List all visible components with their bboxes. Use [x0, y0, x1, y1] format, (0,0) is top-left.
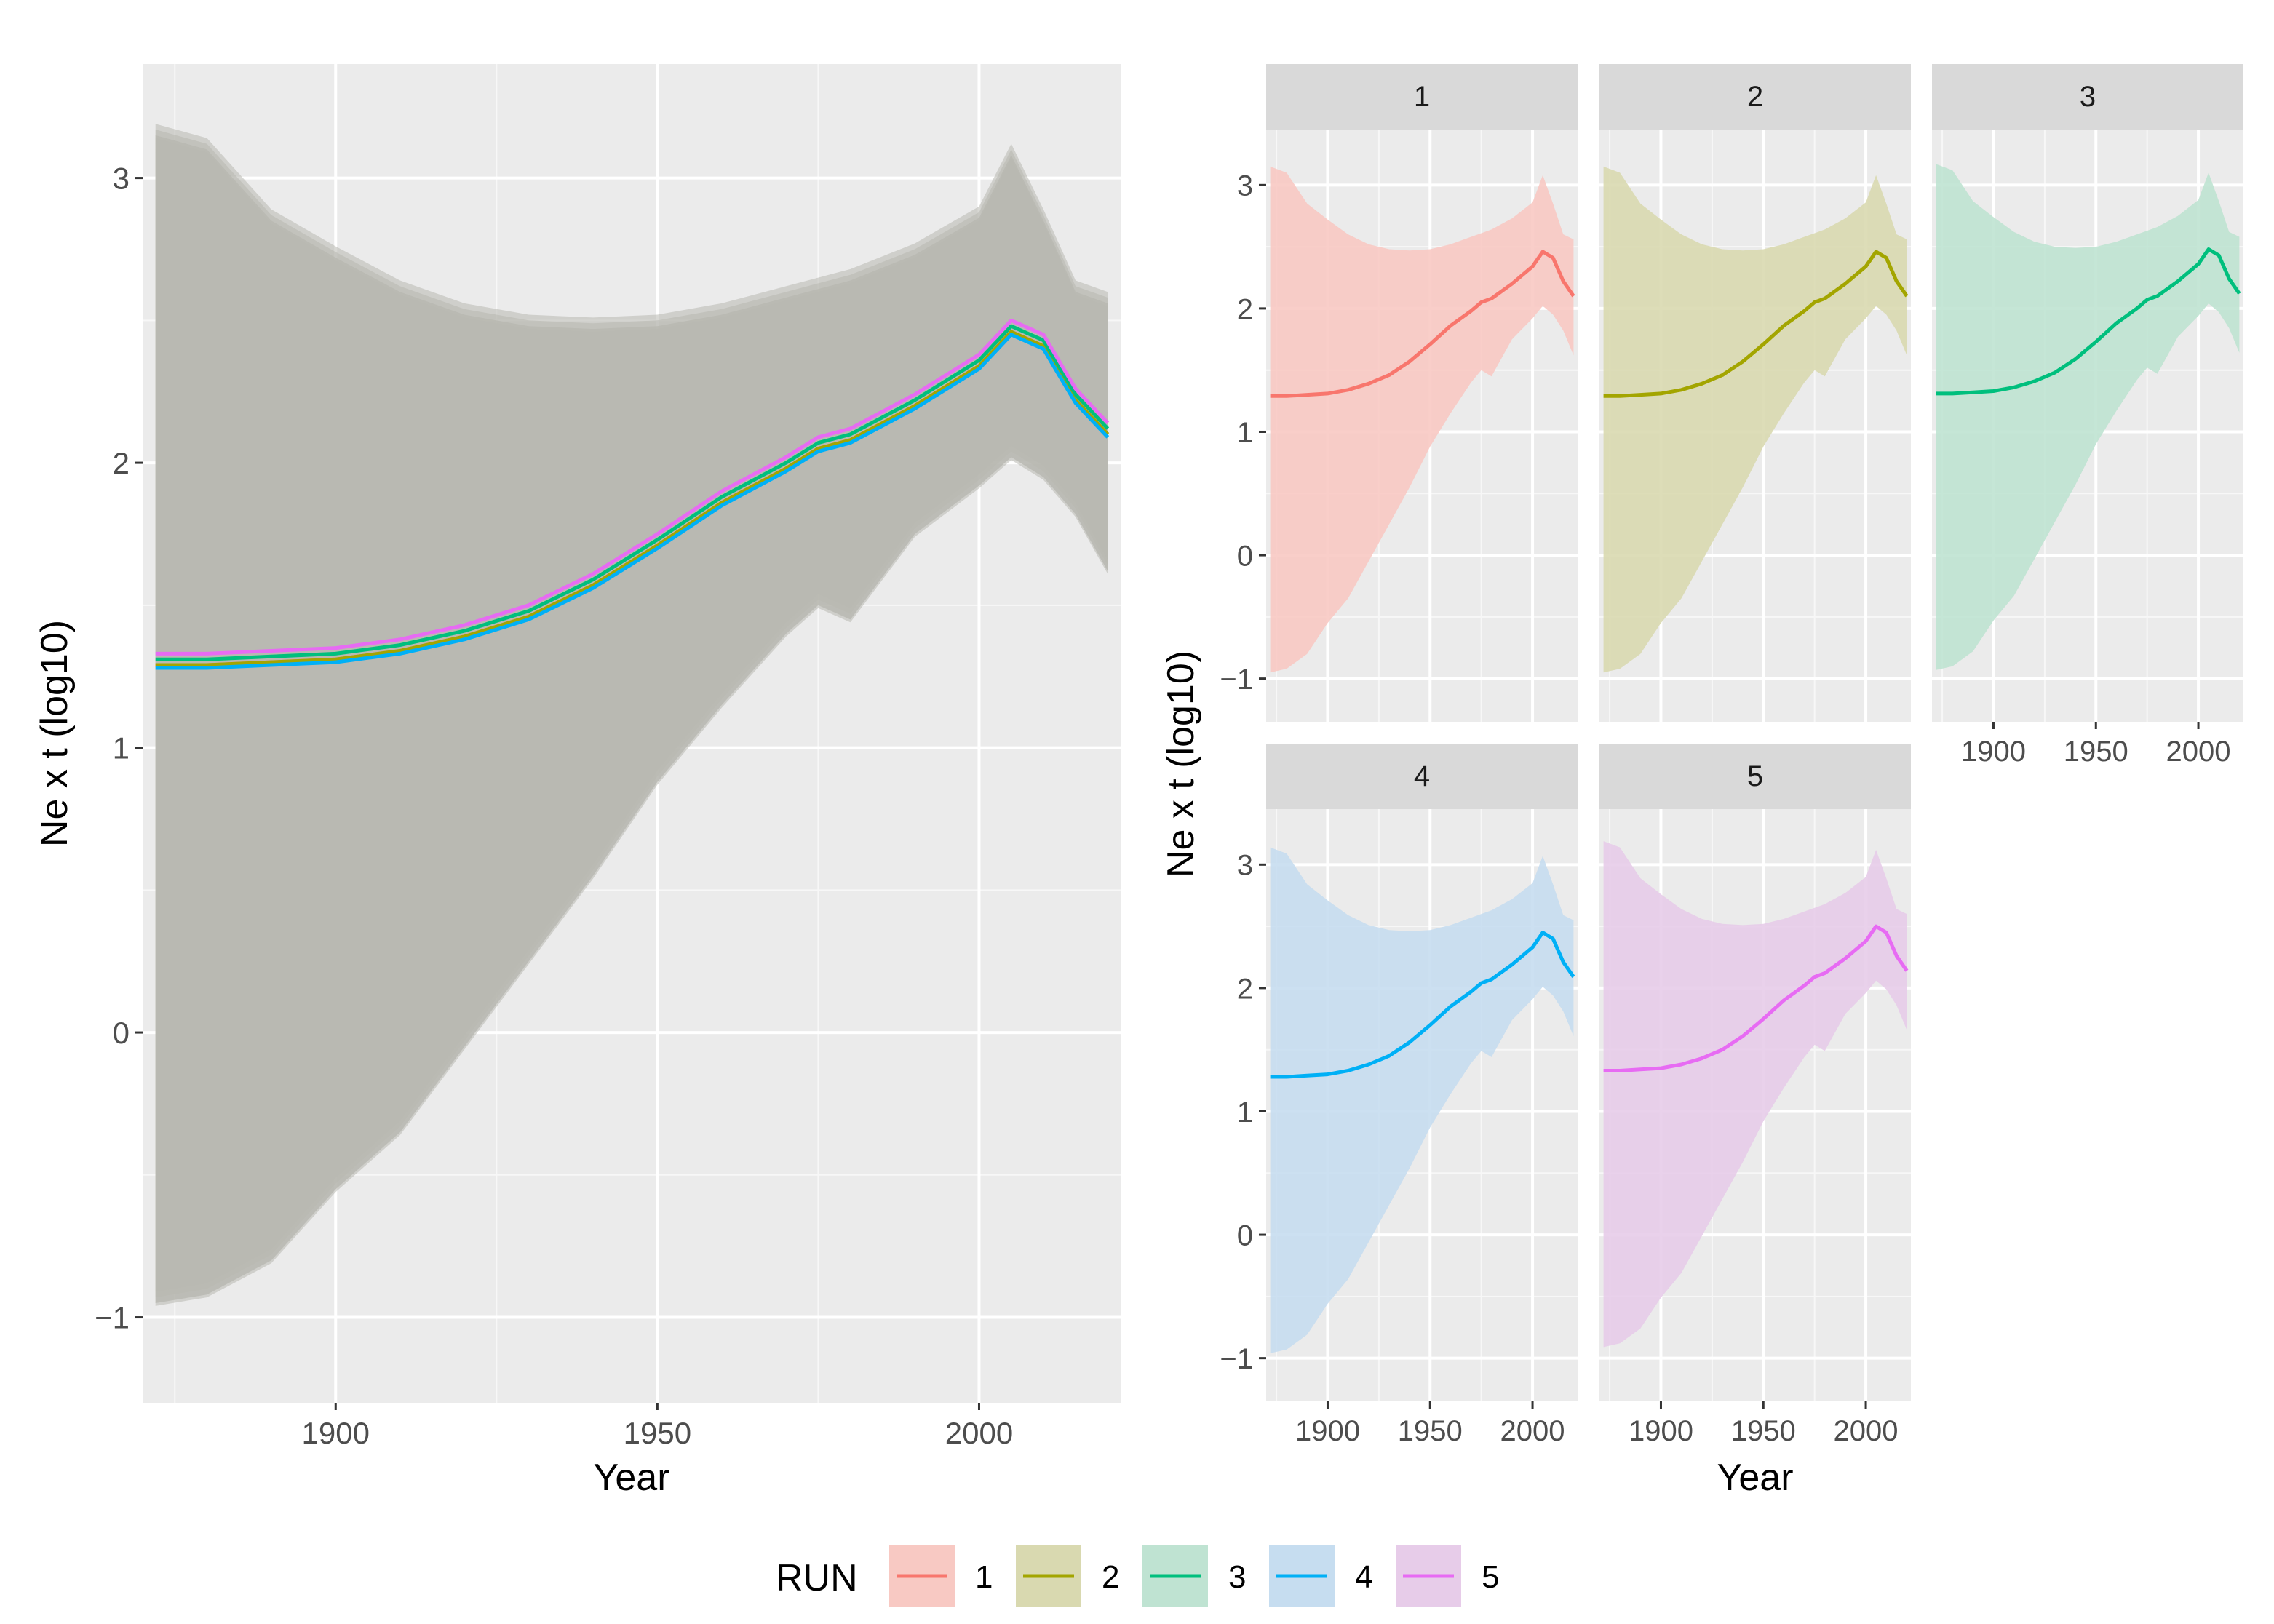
facet-5-xtick-label: 2000 — [1834, 1415, 1899, 1447]
facet-1-line-run-1 — [1270, 250, 1575, 398]
facet-4-ytick-label: −1 — [1220, 1343, 1253, 1375]
facet-1-ytick-label: 0 — [1237, 540, 1253, 572]
combined-line-run-3 — [155, 324, 1110, 661]
facet-3-xtick-label: 1900 — [1961, 736, 2026, 768]
combined-ribbon-run-5 — [155, 124, 1108, 1292]
facet-5-line-run-5 — [1603, 924, 1909, 1072]
facet-strip-1 — [1266, 64, 1578, 130]
facet-strip-label-5: 5 — [1747, 760, 1763, 792]
facet-strip-5 — [1599, 744, 1911, 809]
combined-x-axis-title: Year — [593, 1457, 669, 1499]
legend: RUN 1 2 3 4 5 — [776, 1545, 1499, 1607]
facet-4-xtick-label: 2000 — [1500, 1415, 1565, 1447]
facet-strip-3 — [1932, 64, 2243, 130]
facet-strip-label-1: 1 — [1414, 81, 1430, 113]
facet-panel-1: 1 −1 0 1 2 3 — [1220, 64, 1578, 722]
facet-strip-2 — [1599, 64, 1911, 130]
facet-4-ytick-label: 3 — [1237, 850, 1253, 882]
legend-item-run-3: 3 — [1142, 1545, 1246, 1607]
legend-label-4: 4 — [1355, 1559, 1372, 1595]
facet-1-ytick-label: 3 — [1237, 170, 1253, 202]
combined-panel: −1 0 1 2 3 1900 1950 2000 Year Ne x t (log10) — [33, 64, 1121, 1499]
legend-label-3: 3 — [1228, 1559, 1246, 1595]
legend-label-1: 1 — [975, 1559, 993, 1595]
combined-ytick-label: −1 — [95, 1301, 130, 1335]
facet-strip-label-3: 3 — [2080, 81, 2096, 113]
combined-ytick-label: 0 — [113, 1016, 130, 1050]
combined-xtick-label: 1950 — [624, 1416, 691, 1450]
facet-1-ytick-label: 2 — [1237, 293, 1253, 325]
facet-4-line-run-4 — [1270, 931, 1575, 1079]
legend-item-run-5: 5 — [1396, 1545, 1499, 1607]
facet-strip-label-2: 2 — [1747, 81, 1763, 113]
combined-y-axis-title: Ne x t (log10) — [33, 620, 76, 847]
combined-xtick-label: 2000 — [945, 1416, 1013, 1450]
facet-strip-4 — [1266, 744, 1578, 809]
facet-2-line-run-2 — [1603, 250, 1909, 398]
legend-item-run-1: 1 — [889, 1545, 993, 1607]
facet-panel-3: 3 1900 1950 2000 — [1932, 64, 2243, 768]
legend-title: RUN — [776, 1557, 858, 1599]
combined-ytick-label: 2 — [113, 446, 130, 480]
facet-panel-4: 4 −1 0 1 2 3 1900 1950 2000 — [1220, 744, 1578, 1447]
facet-1-ytick-label: −1 — [1220, 664, 1253, 696]
facet-panel-2: 2 — [1599, 64, 1911, 722]
combined-xtick-label: 1900 — [302, 1416, 370, 1450]
combined-line-run-5 — [155, 318, 1110, 656]
faceted-x-axis-title: Year — [1717, 1457, 1793, 1499]
legend-label-2: 2 — [1102, 1559, 1119, 1595]
facet-4-ytick-label: 2 — [1237, 973, 1253, 1005]
facet-1-ytick-label: 1 — [1237, 417, 1253, 449]
facet-3-xtick-label: 1950 — [2064, 736, 2128, 768]
facet-4-ytick-label: 0 — [1237, 1219, 1253, 1251]
legend-label-5: 5 — [1482, 1559, 1499, 1595]
facet-strip-label-4: 4 — [1414, 760, 1430, 792]
facet-4-xtick-label: 1900 — [1295, 1415, 1360, 1447]
combined-ytick-label: 3 — [113, 162, 130, 196]
legend-item-run-2: 2 — [1016, 1545, 1119, 1607]
faceted-y-axis-title: Ne x t (log10) — [1160, 650, 1202, 877]
faceted-panels: 1 −1 0 1 2 3 2 3 1900 1950 2000 4 −1 0 1 2 3 1900 1950 2000… — [1160, 64, 2243, 1499]
legend-item-run-4: 4 — [1269, 1545, 1372, 1607]
facet-4-ytick-label: 1 — [1237, 1096, 1253, 1129]
combined-line-run-4 — [155, 333, 1110, 670]
facet-5-xtick-label: 1950 — [1731, 1415, 1796, 1447]
facet-panel-5: 5 1900 1950 2000 — [1599, 744, 1911, 1447]
combined-line-run-2 — [155, 330, 1110, 667]
facet-5-xtick-label: 1900 — [1629, 1415, 1693, 1447]
facet-3-xtick-label: 2000 — [2166, 736, 2231, 768]
combined-ytick-label: 1 — [113, 731, 130, 765]
facet-3-line-run-3 — [1936, 247, 2241, 396]
facet-4-xtick-label: 1950 — [1398, 1415, 1463, 1447]
